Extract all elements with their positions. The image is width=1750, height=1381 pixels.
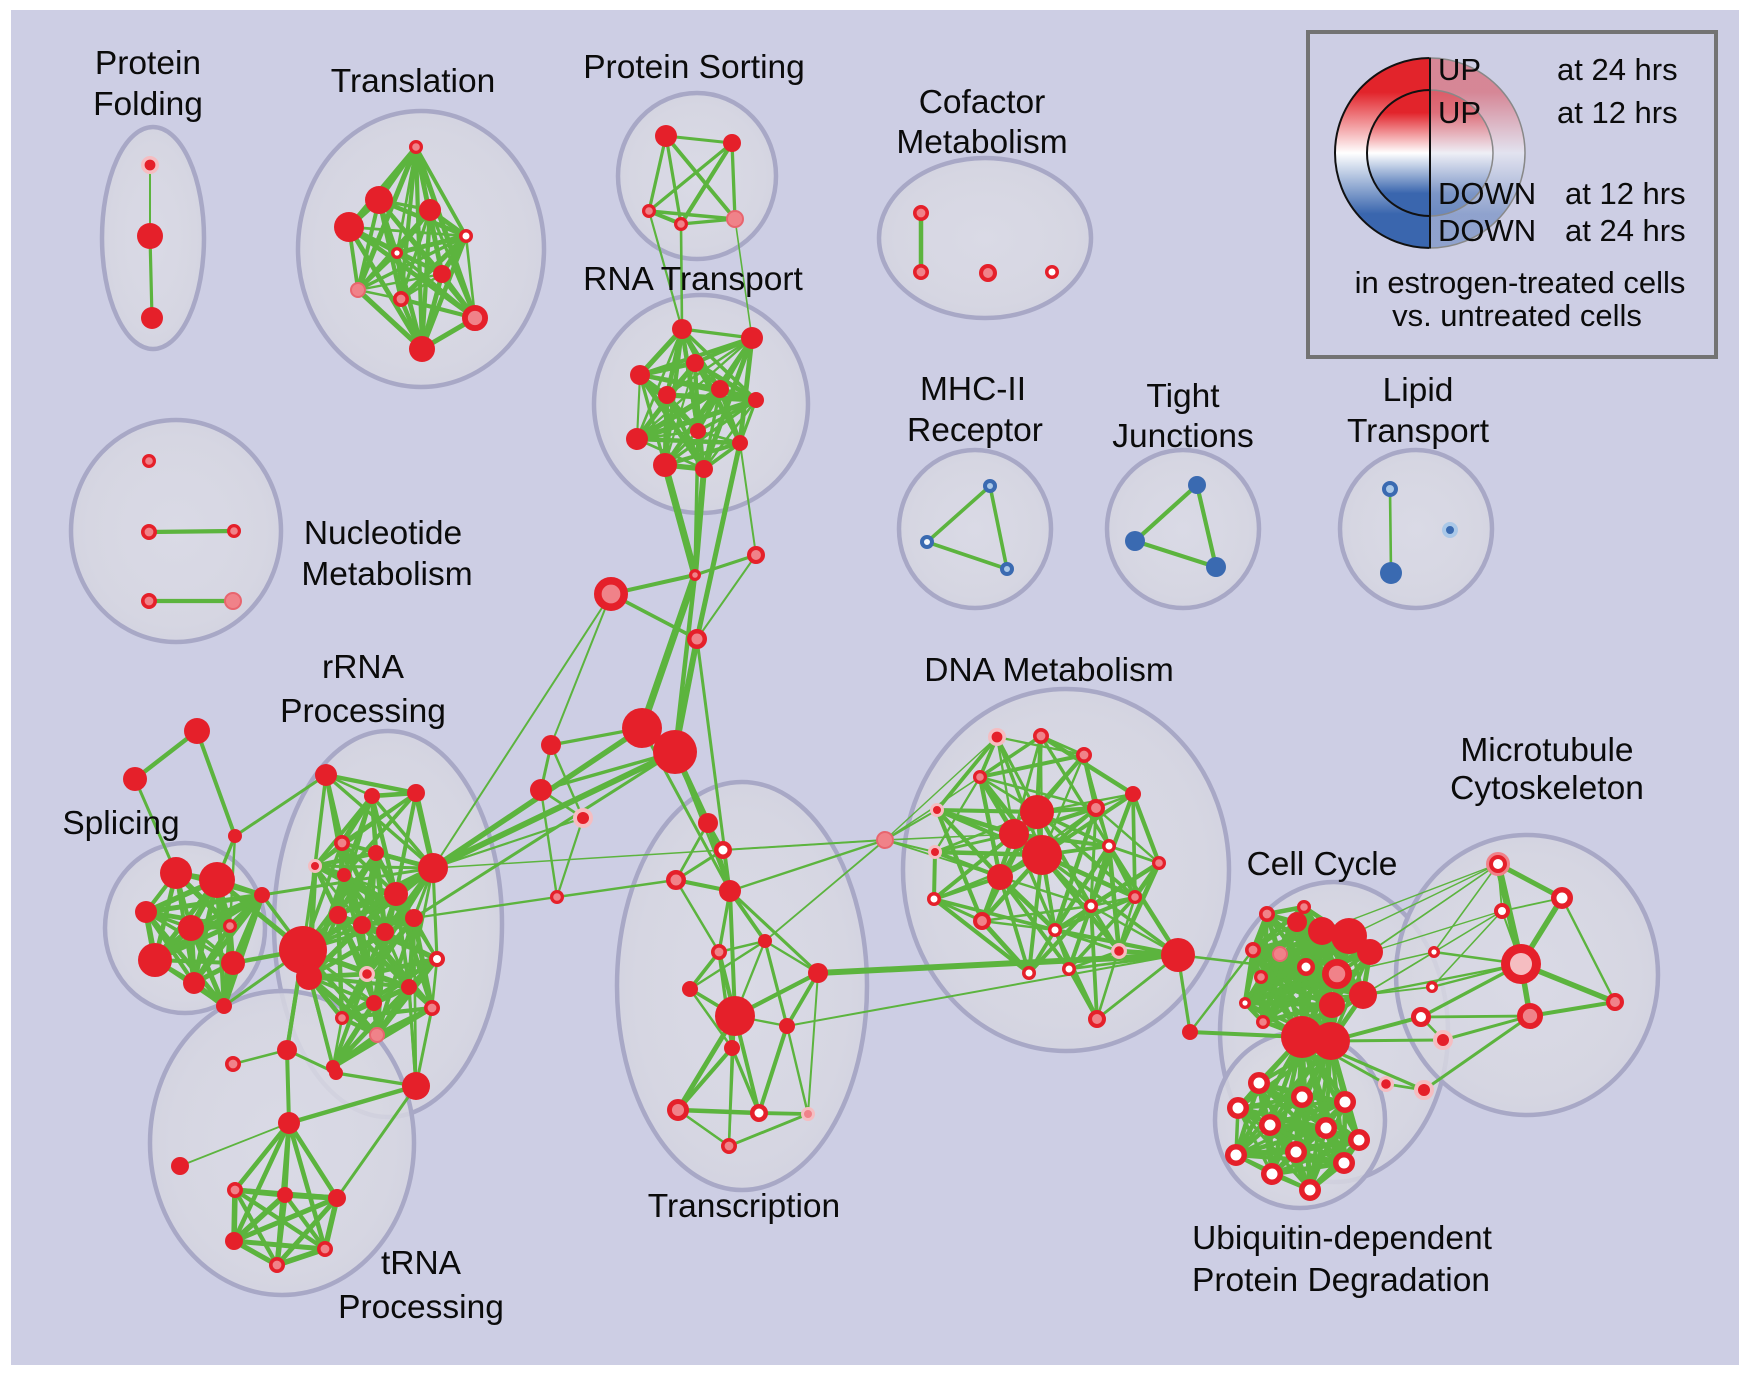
svg-text:Processing: Processing xyxy=(338,1289,504,1326)
svg-text:Ubiquitin-dependent: Ubiquitin-dependent xyxy=(1192,1220,1493,1257)
svg-text:Receptor: Receptor xyxy=(907,412,1043,449)
svg-text:UP: UP xyxy=(1438,95,1481,130)
svg-text:RNA Transport: RNA Transport xyxy=(583,261,803,298)
svg-text:Metabolism: Metabolism xyxy=(896,124,1067,161)
svg-text:DNA Metabolism: DNA Metabolism xyxy=(924,652,1173,689)
svg-text:in estrogen-treated cells: in estrogen-treated cells xyxy=(1355,265,1686,300)
svg-text:Translation: Translation xyxy=(331,63,495,100)
svg-text:Metabolism: Metabolism xyxy=(301,556,472,593)
svg-text:at 12 hrs: at 12 hrs xyxy=(1565,176,1686,211)
svg-text:Protein Sorting: Protein Sorting xyxy=(583,49,805,86)
svg-text:MHC-II: MHC-II xyxy=(920,371,1026,408)
svg-text:Lipid: Lipid xyxy=(1383,372,1454,409)
svg-text:rRNA: rRNA xyxy=(322,649,405,686)
svg-text:Folding: Folding xyxy=(93,86,203,123)
svg-text:Splicing: Splicing xyxy=(62,805,179,842)
svg-text:UP: UP xyxy=(1438,52,1481,87)
svg-text:tRNA: tRNA xyxy=(381,1245,462,1282)
svg-text:Protein: Protein xyxy=(95,45,201,82)
svg-text:Cytoskeleton: Cytoskeleton xyxy=(1450,770,1644,807)
svg-text:Transcription: Transcription xyxy=(648,1188,840,1225)
svg-text:Cofactor: Cofactor xyxy=(919,84,1046,121)
svg-text:Tight: Tight xyxy=(1146,378,1220,415)
svg-text:DOWN: DOWN xyxy=(1438,213,1536,248)
svg-text:at 24 hrs: at 24 hrs xyxy=(1557,52,1678,87)
svg-text:Nucleotide: Nucleotide xyxy=(304,515,462,552)
svg-text:at 12 hrs: at 12 hrs xyxy=(1557,95,1678,130)
svg-text:Transport: Transport xyxy=(1347,413,1490,450)
svg-text:Cell Cycle: Cell Cycle xyxy=(1247,846,1398,883)
svg-text:DOWN: DOWN xyxy=(1438,176,1536,211)
svg-text:Processing: Processing xyxy=(280,693,446,730)
svg-text:Junctions: Junctions xyxy=(1112,418,1254,455)
svg-text:Microtubule: Microtubule xyxy=(1460,732,1633,769)
svg-text:Protein Degradation: Protein Degradation xyxy=(1192,1262,1490,1299)
svg-text:vs. untreated cells: vs. untreated cells xyxy=(1392,298,1642,333)
svg-text:at 24 hrs: at 24 hrs xyxy=(1565,213,1686,248)
